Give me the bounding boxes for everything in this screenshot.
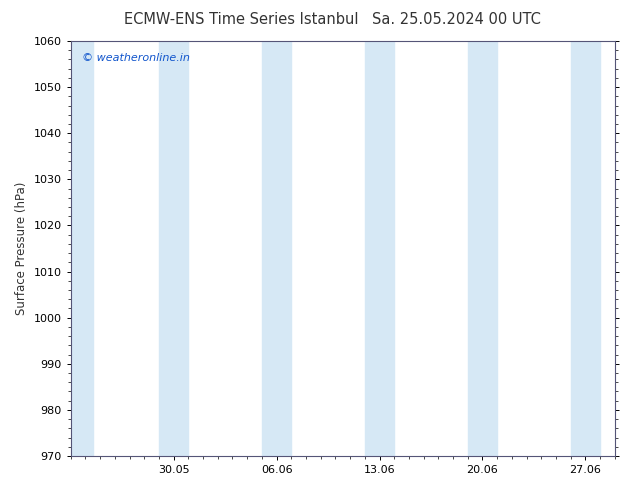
Bar <box>63 41 93 456</box>
Text: Sa. 25.05.2024 00 UTC: Sa. 25.05.2024 00 UTC <box>372 12 541 27</box>
Y-axis label: Surface Pressure (hPa): Surface Pressure (hPa) <box>15 182 28 315</box>
Bar <box>159 41 188 456</box>
Text: © weatheronline.in: © weatheronline.in <box>82 53 190 64</box>
Bar <box>468 41 497 456</box>
Bar <box>262 41 291 456</box>
Bar <box>571 41 600 456</box>
Text: ECMW-ENS Time Series Istanbul: ECMW-ENS Time Series Istanbul <box>124 12 358 27</box>
Bar <box>365 41 394 456</box>
